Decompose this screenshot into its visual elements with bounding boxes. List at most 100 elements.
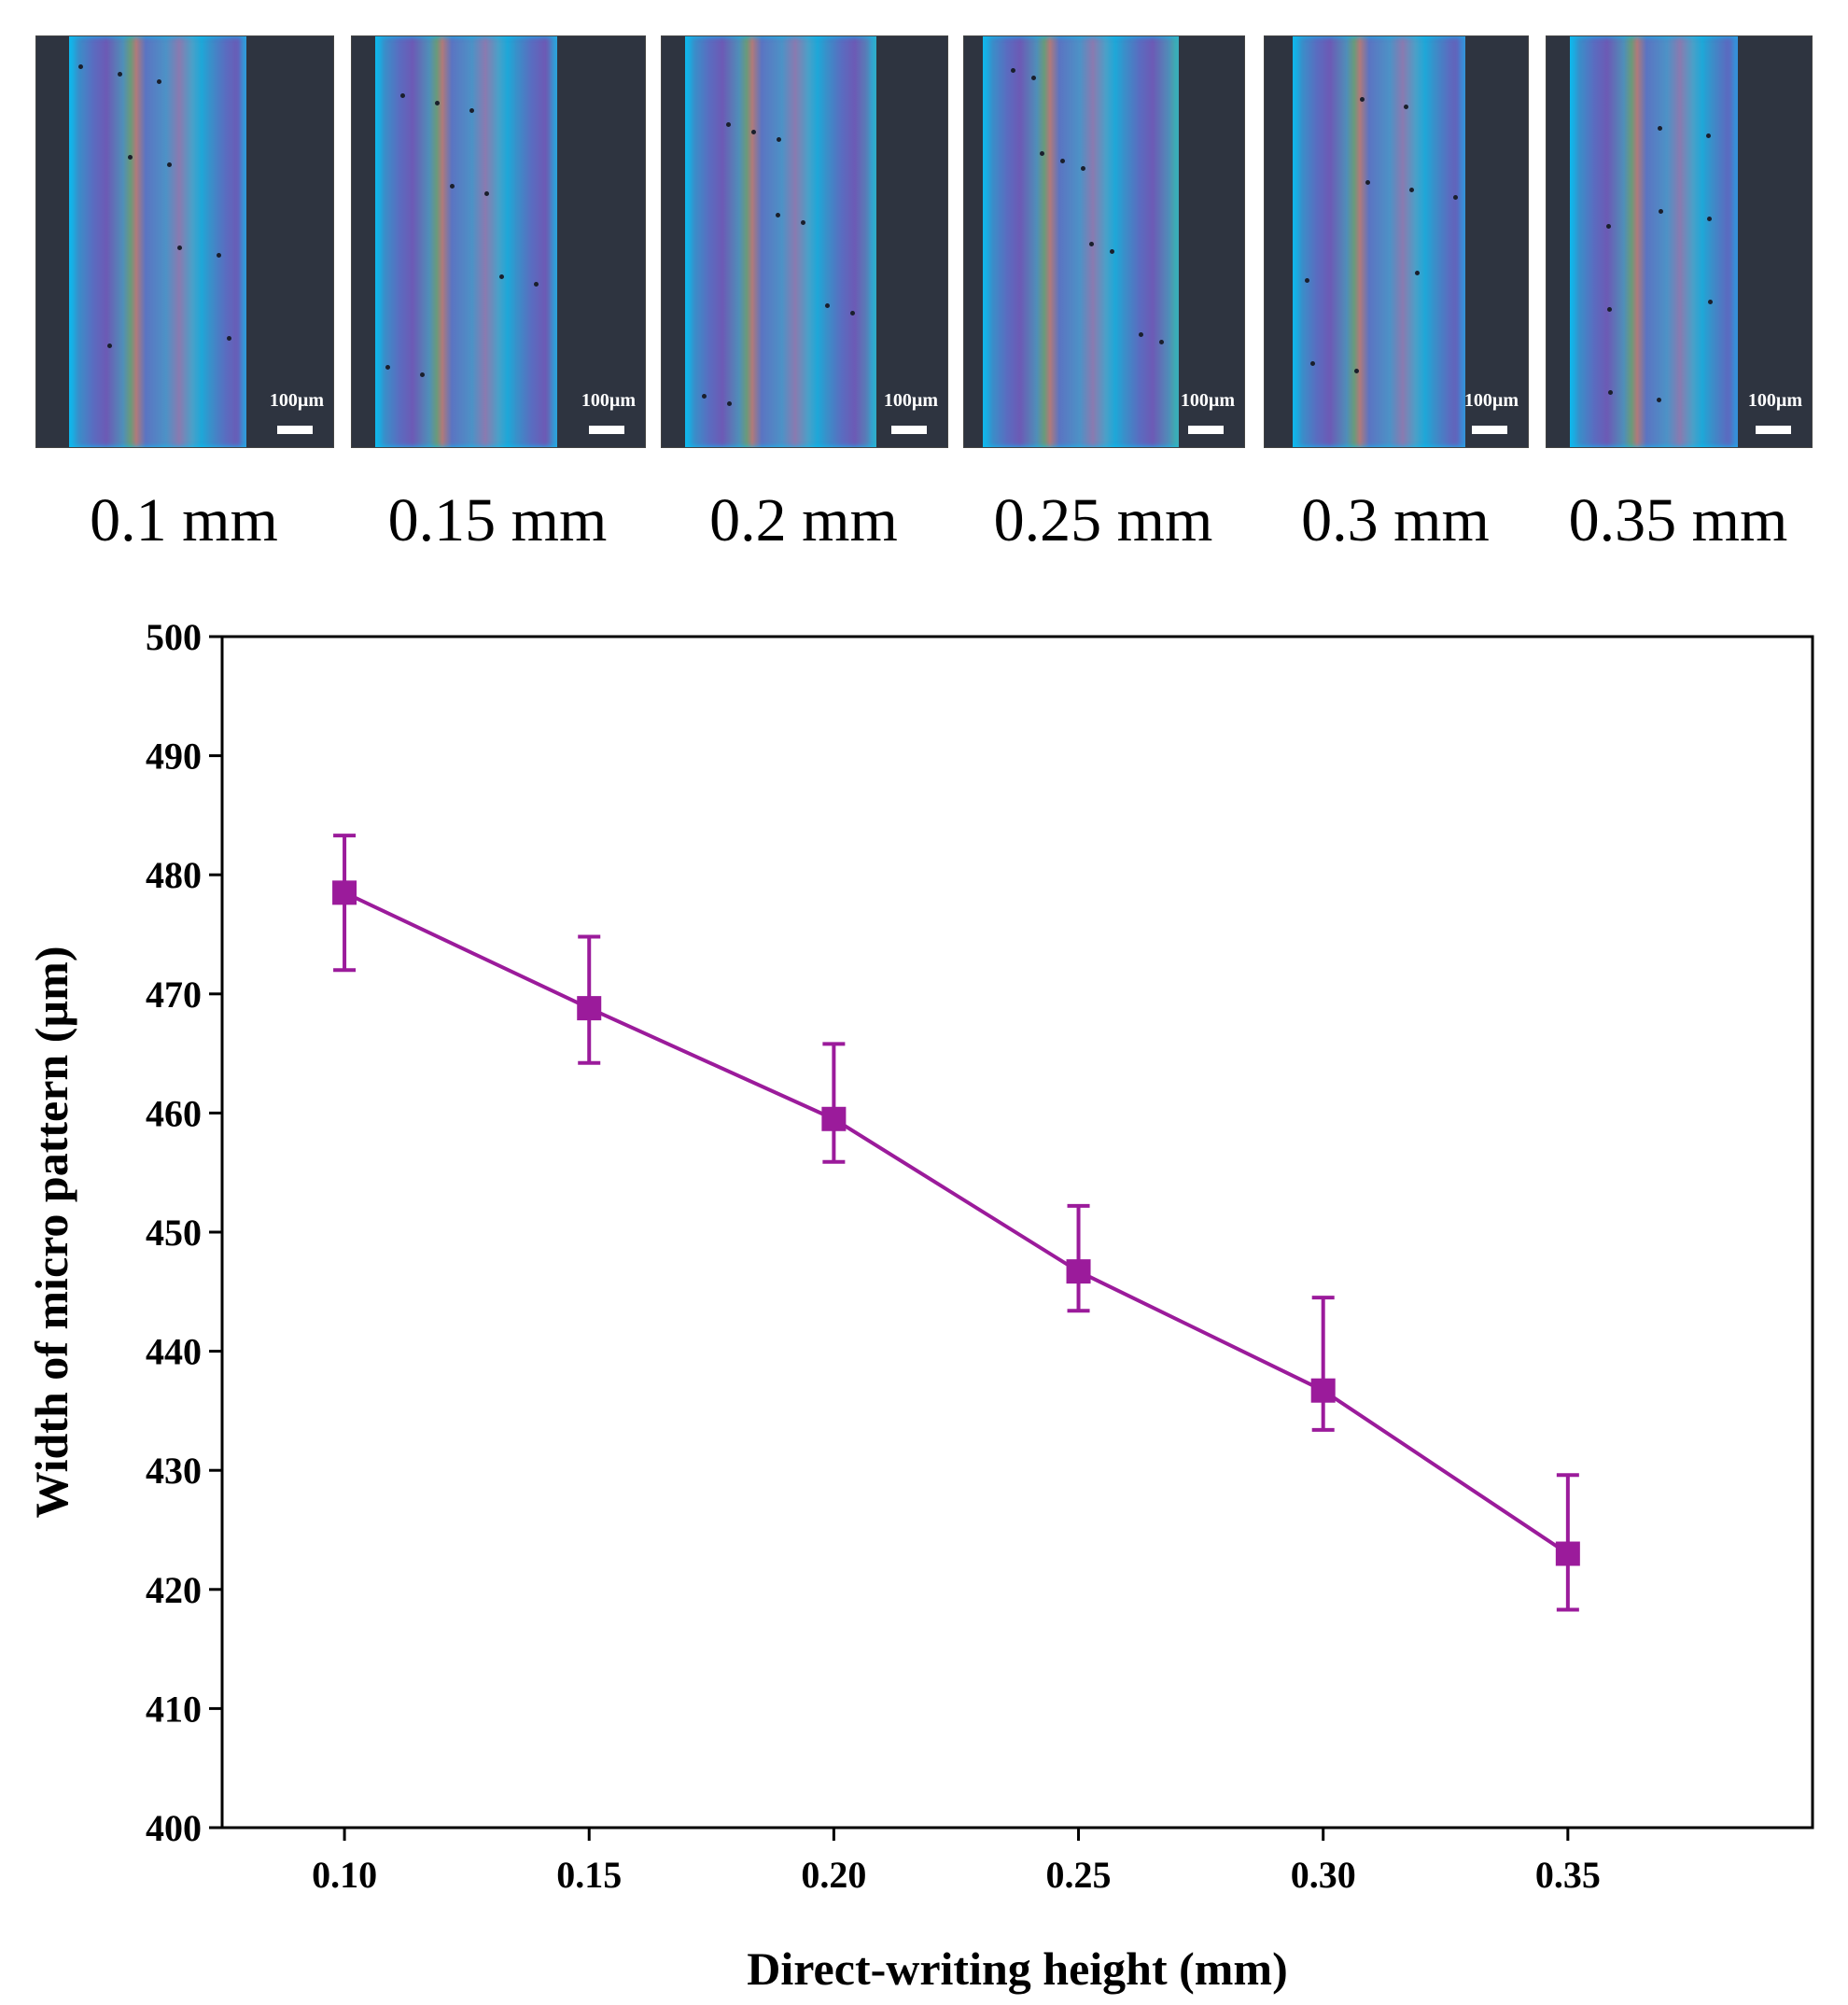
width-vs-height-chart: 400 410 420 430 440 450 460 470 480 490 500 0.10 0.1…	[25, 616, 1814, 1995]
printed-line-strip	[685, 36, 876, 447]
scale-bar	[1188, 426, 1224, 434]
data-point-marker	[821, 1106, 847, 1131]
surface-defect-dot	[450, 184, 455, 189]
x-tick-label: 0.25	[1046, 1854, 1112, 1896]
surface-defect-dot	[726, 122, 731, 127]
surface-defect-dot	[177, 245, 182, 250]
surface-defect-dot	[1310, 361, 1315, 366]
micrograph-strip: 100µm 0.1 mm 100µm 0.15 mm 100µm 0.2 mm 100µm 0…	[0, 0, 1848, 579]
micrograph-panel: 100µm	[351, 35, 646, 448]
scale-bar-label: 100µm	[1747, 390, 1802, 411]
surface-defect-dot	[1657, 398, 1661, 402]
surface-defect-dot	[1354, 369, 1359, 373]
surface-defect-dot	[1453, 195, 1458, 200]
surface-defect-dot	[1139, 332, 1143, 337]
scale-bar	[589, 426, 624, 434]
x-tick-label: 0.30	[1291, 1854, 1356, 1896]
surface-defect-dot	[1708, 300, 1713, 304]
y-tick-label: 460	[146, 1092, 202, 1134]
surface-defect-dot	[1011, 68, 1015, 73]
surface-defect-dot	[1404, 105, 1408, 109]
height-caption: 0.25 mm	[993, 486, 1213, 554]
surface-defect-dot	[385, 365, 390, 370]
surface-defect-dot	[1608, 390, 1613, 395]
surface-defect-dot	[484, 191, 489, 196]
surface-defect-dot	[1415, 271, 1420, 275]
y-tick-label: 490	[146, 736, 202, 778]
surface-defect-dot	[1159, 340, 1164, 344]
scale-bar-label: 100µm	[883, 390, 938, 411]
surface-defect-dot	[1707, 217, 1712, 221]
surface-defect-dot	[499, 274, 504, 279]
micrograph-panel: 100µm	[35, 35, 334, 448]
x-tick-label: 0.15	[556, 1854, 622, 1896]
y-tick-label: 480	[146, 854, 202, 896]
surface-defect-dot	[167, 162, 172, 167]
surface-defect-dot	[702, 394, 707, 399]
surface-defect-dot	[1659, 209, 1663, 214]
surface-defect-dot	[227, 336, 231, 341]
surface-defect-dot	[777, 137, 781, 142]
surface-defect-dot	[850, 311, 855, 315]
surface-defect-dot	[128, 155, 133, 160]
surface-defect-dot	[825, 303, 830, 308]
y-tick-label: 430	[146, 1450, 202, 1492]
surface-defect-dot	[469, 108, 474, 113]
scale-bar	[1472, 426, 1507, 434]
micrograph-panel: 100µm	[1264, 35, 1529, 448]
surface-defect-dot	[727, 401, 732, 406]
data-point-marker	[577, 996, 602, 1021]
scale-bar	[277, 426, 313, 434]
scale-bar	[891, 426, 927, 434]
y-tick-label: 400	[146, 1807, 202, 1849]
surface-defect-dot	[1706, 133, 1711, 138]
surface-defect-dot	[78, 64, 83, 69]
height-caption: 0.2 mm	[709, 486, 898, 554]
height-caption: 0.15 mm	[387, 486, 608, 554]
data-point-marker	[1066, 1259, 1091, 1284]
printed-line-strip	[375, 36, 557, 447]
surface-defect-dot	[1031, 76, 1036, 80]
micrograph-panel: 100µm	[963, 35, 1245, 448]
surface-defect-dot	[1040, 151, 1044, 156]
data-point-marker	[1555, 1541, 1580, 1566]
surface-defect-dot	[534, 282, 539, 287]
y-tick-label: 440	[146, 1331, 202, 1373]
surface-defect-dot	[435, 101, 440, 105]
surface-defect-dot	[118, 72, 122, 77]
scale-bar-label: 100µm	[581, 390, 636, 411]
surface-defect-dot	[1607, 307, 1612, 312]
y-tick-label: 450	[146, 1212, 202, 1254]
surface-defect-dot	[1606, 224, 1611, 229]
y-tick-label: 470	[146, 974, 202, 1016]
height-caption: 0.1 mm	[90, 486, 278, 554]
surface-defect-dot	[751, 130, 756, 134]
surface-defect-dot	[157, 79, 161, 84]
height-caption: 0.35 mm	[1568, 486, 1788, 554]
surface-defect-dot	[400, 93, 405, 98]
surface-defect-dot	[1305, 278, 1309, 283]
scale-bar	[1756, 426, 1791, 434]
surface-defect-dot	[420, 372, 425, 377]
surface-defect-dot	[1409, 188, 1414, 192]
y-tick-label: 410	[146, 1688, 202, 1730]
x-axis-label: Direct-writing height (mm)	[747, 1942, 1287, 1995]
y-tick-label: 420	[146, 1569, 202, 1611]
surface-defect-dot	[1110, 249, 1114, 254]
scale-bar-label: 100µm	[1463, 390, 1519, 411]
surface-defect-dot	[107, 344, 112, 348]
x-tick-label: 0.20	[801, 1854, 866, 1896]
surface-defect-dot	[776, 213, 780, 217]
surface-defect-dot	[1081, 166, 1085, 171]
y-tick-label: 500	[146, 616, 202, 658]
scale-bar-label: 100µm	[269, 390, 324, 411]
surface-defect-dot	[217, 253, 221, 258]
surface-defect-dot	[801, 220, 805, 225]
surface-defect-dot	[1658, 126, 1662, 131]
series-line	[343, 890, 1569, 1556]
surface-defect-dot	[1089, 242, 1094, 246]
y-axis-label: Width of micro pattern (µm)	[25, 946, 77, 1519]
printed-line-strip	[1293, 36, 1465, 447]
micrograph-panel: 100µm	[1546, 35, 1813, 448]
scale-bar-label: 100µm	[1180, 390, 1235, 411]
